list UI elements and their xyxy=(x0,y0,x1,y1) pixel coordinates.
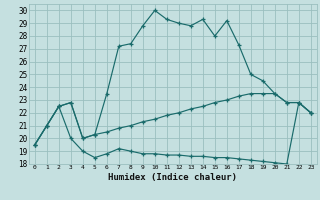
X-axis label: Humidex (Indice chaleur): Humidex (Indice chaleur) xyxy=(108,173,237,182)
